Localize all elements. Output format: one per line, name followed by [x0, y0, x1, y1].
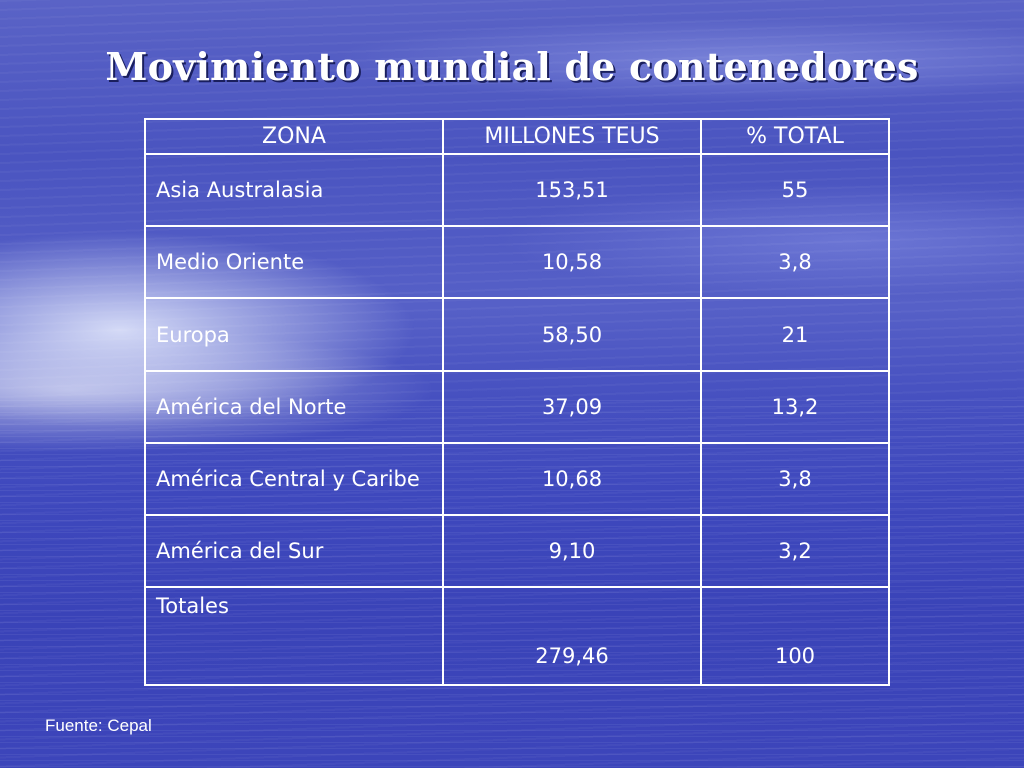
data-table: ZONA MILLONES TEUS % TOTAL Asia Australa…	[144, 118, 890, 686]
table-row: América del Norte 37,09 13,2	[144, 369, 890, 444]
source-note: Fuente: Cepal	[45, 716, 152, 735]
teus-cell: 58,50	[442, 297, 702, 372]
pct-cell: 13,2	[700, 369, 890, 444]
zona-cell: Asia Australasia	[144, 152, 444, 228]
zona-cell: América del Norte	[144, 369, 444, 444]
zona-cell: Medio Oriente	[144, 225, 444, 300]
zona-cell: América del Sur	[144, 514, 444, 589]
teus-cell: 9,10	[442, 514, 702, 589]
teus-cell-total: 279,46	[442, 586, 702, 686]
table-row: Medio Oriente 10,58 3,8	[144, 225, 890, 300]
zona-cell: América Central y Caribe	[144, 441, 444, 517]
teus-cell: 10,58	[442, 225, 702, 300]
teus-cell: 37,09	[442, 369, 702, 444]
header-pct-total: % TOTAL	[700, 118, 890, 155]
pct-cell: 3,8	[700, 441, 890, 517]
pct-cell-total: 100	[700, 586, 890, 686]
table-header-row: ZONA MILLONES TEUS % TOTAL	[144, 118, 890, 155]
table-row: Europa 58,50 21	[144, 297, 890, 372]
table-row: Asia Australasia 153,51 55	[144, 152, 890, 228]
table-row: América del Sur 9,10 3,2	[144, 514, 890, 589]
header-millones-teus: MILLONES TEUS	[442, 118, 702, 155]
pct-cell: 55	[700, 152, 890, 228]
zona-cell-totales: Totales	[144, 586, 444, 686]
totals-row: Totales 279,46 100	[144, 586, 890, 686]
slide-title: Movimiento mundial de contenedores	[105, 44, 919, 89]
header-zona: ZONA	[144, 118, 444, 155]
zona-cell: Europa	[144, 297, 444, 372]
table-row: América Central y Caribe 10,68 3,8	[144, 441, 890, 517]
teus-cell: 153,51	[442, 152, 702, 228]
pct-cell: 3,2	[700, 514, 890, 589]
teus-cell: 10,68	[442, 441, 702, 517]
pct-cell: 21	[700, 297, 890, 372]
pct-cell: 3,8	[700, 225, 890, 300]
